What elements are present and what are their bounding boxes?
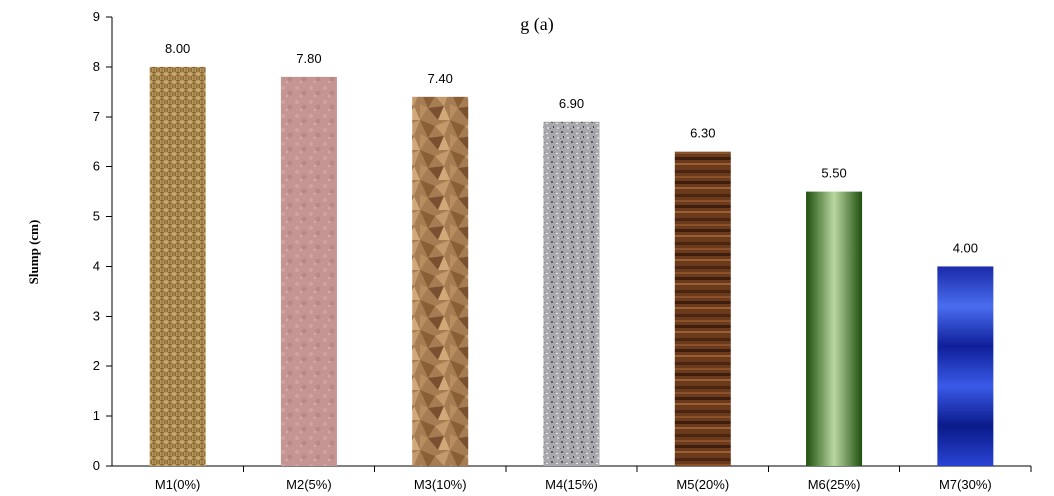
y-tick-label: 0	[93, 458, 100, 473]
y-tick-label: 6	[93, 159, 100, 174]
data-label: 6.30	[690, 126, 715, 141]
data-label: 8.00	[165, 41, 190, 56]
data-label: 6.90	[559, 96, 584, 111]
data-label: 7.80	[296, 51, 321, 66]
category-label: M6(25%)	[808, 477, 861, 492]
data-label: 7.40	[428, 71, 453, 86]
y-tick-label: 8	[93, 59, 100, 74]
x-ticks	[242, 466, 1032, 472]
bars	[149, 66, 994, 467]
y-tick-label: 9	[93, 9, 100, 24]
y-tick-label: 7	[93, 109, 100, 124]
data-label: 4.00	[953, 240, 978, 255]
category-label: M5(20%)	[676, 477, 729, 492]
category-label: M1(0%)	[155, 477, 201, 492]
y-tick-label: 1	[93, 408, 100, 423]
bar-5	[674, 151, 731, 466]
y-tick-label: 4	[93, 258, 100, 273]
data-labels: 8.00 7.80 7.40 6.90 6.30 5.50 4.00	[165, 41, 978, 256]
data-label: 5.50	[821, 166, 846, 181]
category-label: M3(10%)	[414, 477, 467, 492]
bar-2	[280, 76, 337, 466]
y-tick-label: 3	[93, 308, 100, 323]
y-axis-label: Slump (cm)	[26, 220, 41, 285]
y-ticks: 0 1 2 3 4 5 6 7 8 9	[93, 9, 112, 473]
chart-title-fragment: g (a)	[520, 14, 553, 35]
y-tick-label: 5	[93, 209, 100, 224]
bar-6	[806, 191, 863, 466]
bar-3	[412, 96, 469, 467]
category-label: M2(5%)	[286, 477, 332, 492]
category-label: M7(30%)	[939, 477, 992, 492]
category-label: M4(15%)	[545, 477, 598, 492]
category-labels: M1(0%) M2(5%) M3(10%) M4(15%) M5(20%) M6(25%)…	[155, 477, 992, 492]
y-tick-label: 2	[93, 358, 100, 373]
bar-4	[543, 121, 600, 467]
bar-7	[937, 266, 994, 466]
bar-1	[149, 66, 206, 466]
